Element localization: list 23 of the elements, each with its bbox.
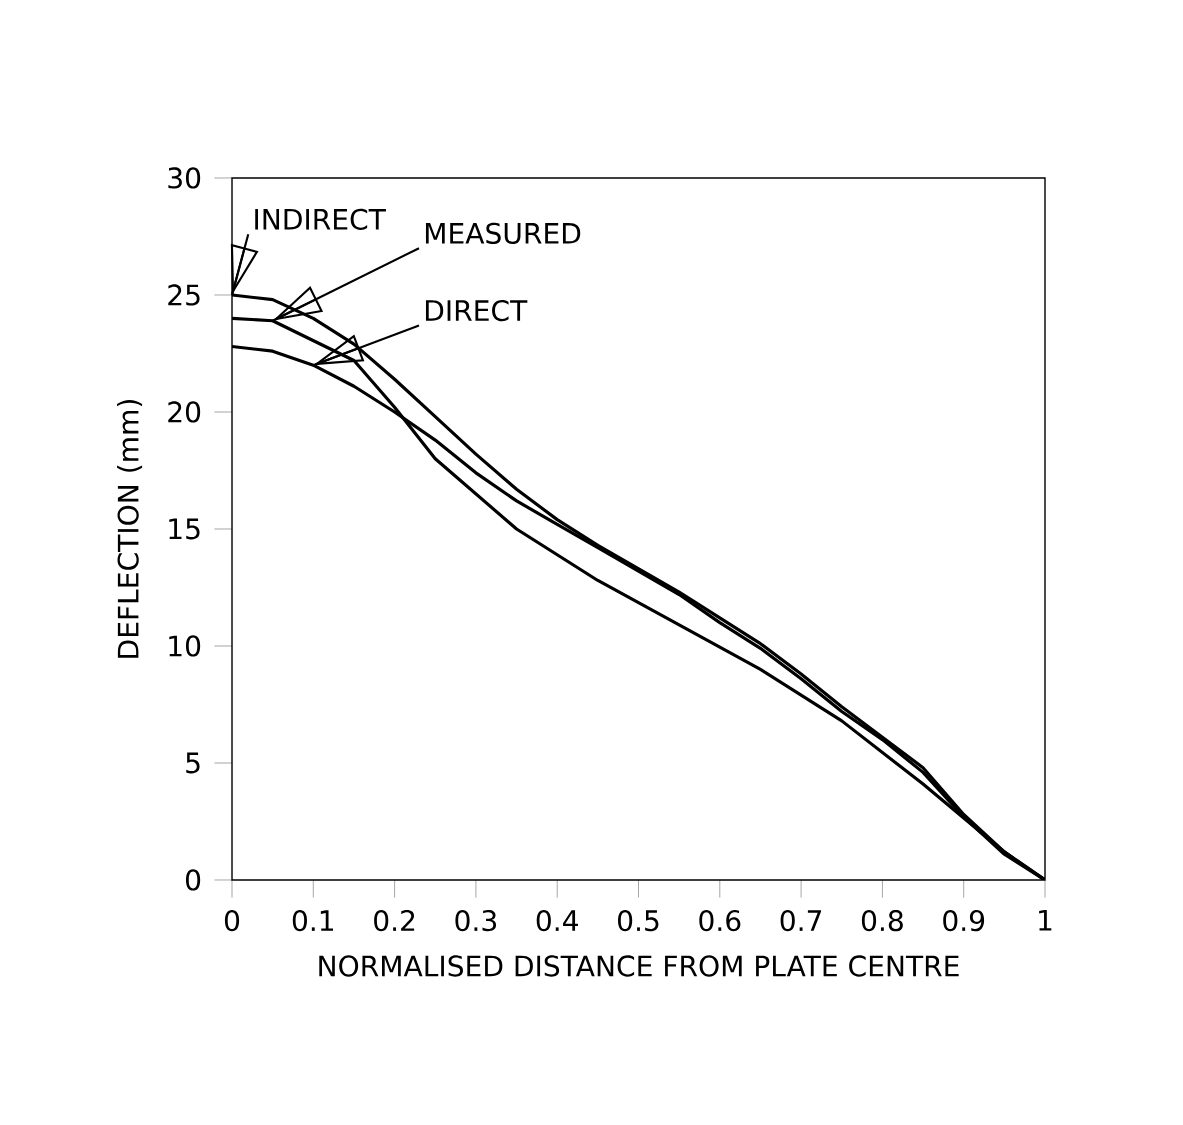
x-tick-label: 0.2 [374, 909, 415, 932]
x-tick-label: 0.7 [780, 909, 822, 932]
y-tick-label: 10 [169, 635, 201, 657]
x-tick-label: 1 [1039, 909, 1052, 931]
x-tick-label: 0.6 [699, 909, 741, 932]
x-tick-label: 0.8 [861, 909, 903, 932]
y-tick-label: 25 [168, 284, 200, 306]
y-tick-label: 0 [185, 869, 201, 891]
x-tick-label: 0.1 [292, 909, 334, 932]
annotation: DIRECT [425, 299, 528, 322]
x-tick-label: 0.5 [618, 909, 659, 932]
y-tick-label: 15 [169, 518, 200, 540]
x-tick-label: 0.4 [536, 909, 578, 932]
x-tick-label: 0.3 [455, 909, 497, 932]
y-tick-label: 5 [186, 752, 200, 774]
x-tick-label: 0 [224, 909, 240, 932]
y-tick-label: 30 [168, 167, 201, 189]
x-tick-label: 0.9 [943, 909, 985, 932]
annotation: MEASURED [425, 222, 581, 244]
annotation: INDIRECT [255, 208, 386, 230]
y-axis-title: DEFLECTION (mm) [117, 400, 143, 658]
x-axis-title: NORMALISED DISTANCE FROM PLATE CENTRE [319, 955, 959, 977]
y-tick-label: 20 [168, 401, 201, 423]
